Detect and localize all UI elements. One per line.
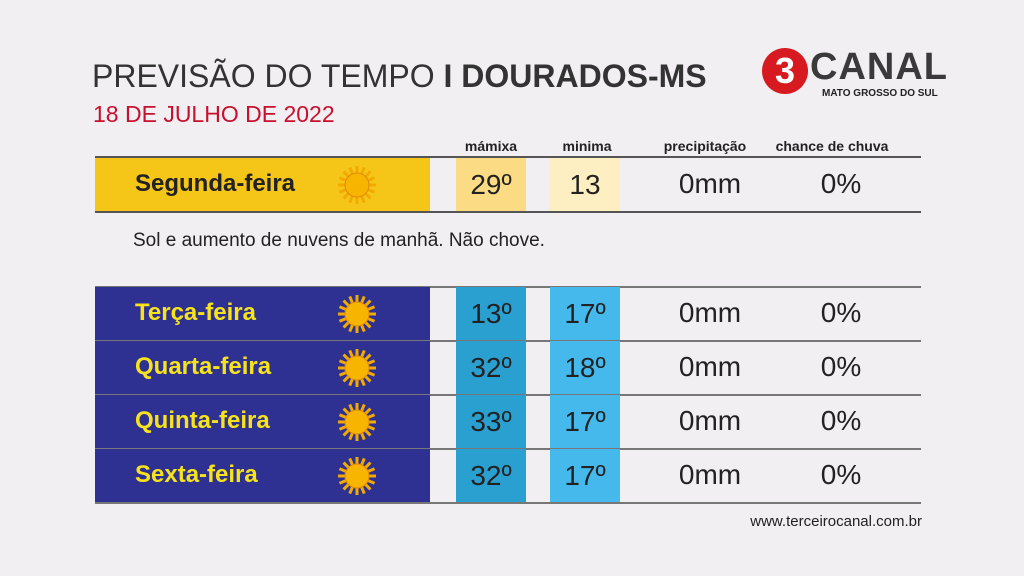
rule: [95, 156, 921, 158]
min-cell: 17º: [550, 449, 620, 502]
chance: 0%: [820, 296, 862, 328]
logo-region: MATO GROSSO DO SUL: [822, 88, 938, 99]
precipitation: 0mm: [678, 168, 742, 199]
sun: [337, 165, 377, 210]
rule: [95, 502, 921, 504]
precipitation: 0mm: [678, 458, 742, 490]
column-header: mámixa: [464, 138, 518, 154]
sun-icon: [338, 166, 376, 204]
sun-icon: [338, 348, 376, 387]
max-cell: 32º: [456, 449, 526, 502]
max-cell: 13º: [456, 287, 526, 340]
rule: [95, 211, 921, 213]
sun-icon: [338, 456, 376, 495]
sun-icon: [338, 294, 376, 333]
chance: 0%: [820, 458, 862, 490]
min-cell: 13: [550, 158, 620, 212]
precipitation: 0mm: [678, 350, 742, 382]
min-cell: 17º: [550, 287, 620, 340]
chance: 0%: [820, 168, 862, 199]
column-header: precipitação: [663, 138, 747, 154]
column-header: chance de chuva: [775, 138, 889, 154]
column-header: minima: [562, 138, 612, 154]
logo-number: 3: [762, 48, 808, 94]
footer-url: www.terceirocanal.com.br: [750, 513, 922, 530]
sun: [337, 456, 377, 501]
min-cell: 18º: [550, 341, 620, 394]
min-cell: 17º: [550, 395, 620, 448]
title-text: PREVISÃO DO TEMPO: [92, 58, 435, 94]
sun-icon: [338, 402, 376, 441]
title: PREVISÃO DO TEMPO I DOURADOS-MS: [92, 58, 707, 95]
sun: [337, 294, 377, 339]
day: Sexta-feira: [135, 460, 258, 488]
precipitation: 0mm: [678, 404, 742, 436]
chance: 0%: [820, 350, 862, 382]
sun: [337, 348, 377, 393]
precipitation: 0mm: [678, 296, 742, 328]
logo-name: CANAL: [810, 46, 948, 88]
day: Quarta-feira: [135, 352, 272, 380]
max-cell: 33º: [456, 395, 526, 448]
day: Quinta-feira: [135, 406, 270, 434]
chance: 0%: [820, 404, 862, 436]
day: Segunda-feira: [135, 170, 296, 197]
description: Sol e aumento de nuvens de manhã. Não ch…: [133, 230, 545, 251]
max-cell: 29º: [456, 158, 526, 212]
day: Terça-feira: [135, 298, 256, 326]
location: I DOURADOS-MS: [443, 58, 707, 94]
sun: [337, 402, 377, 447]
max-cell: 32º: [456, 341, 526, 394]
date: 18 DE JULHO DE 2022: [93, 101, 335, 127]
